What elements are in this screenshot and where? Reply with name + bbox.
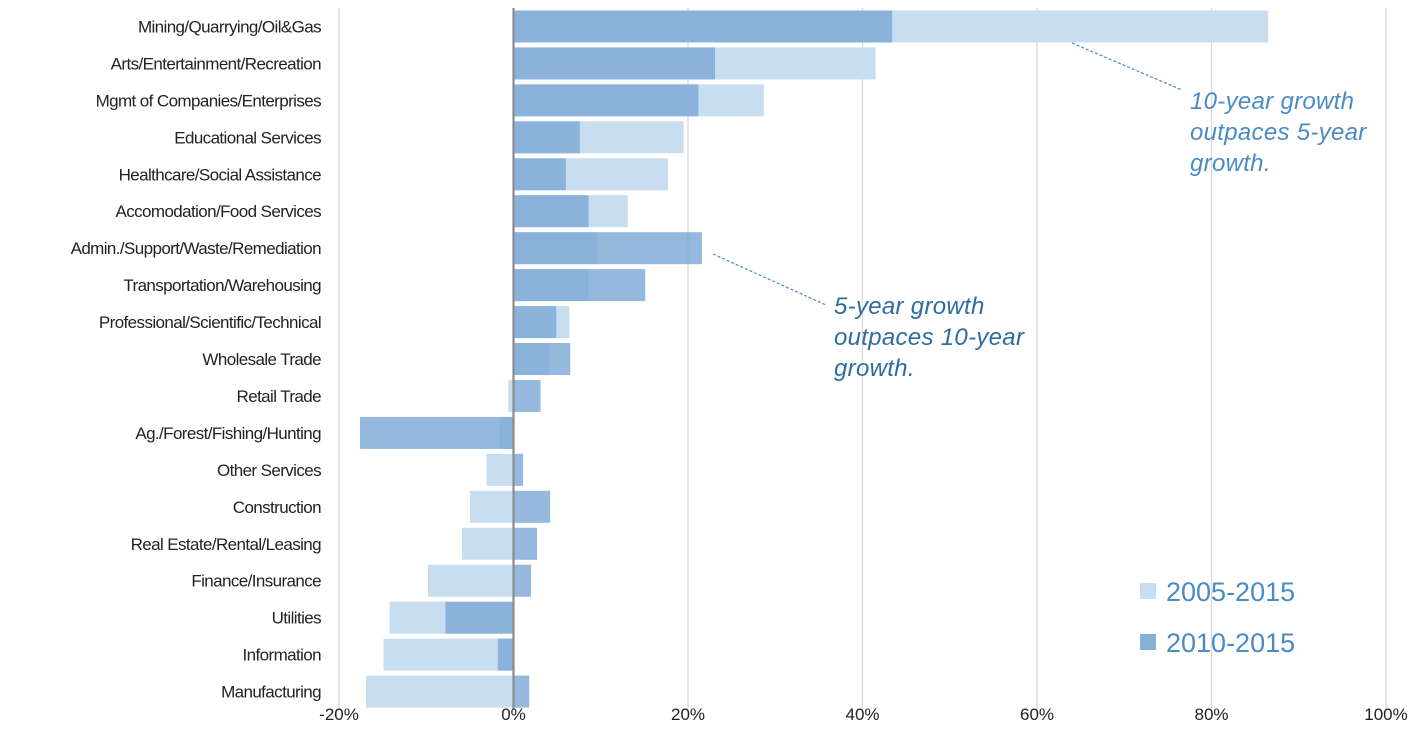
bar-2010-2015: [445, 601, 514, 634]
bar-2005-2015: [469, 490, 514, 523]
category-label: Wholesale Trade: [202, 350, 321, 369]
category-label: Professional/Scientific/Technical: [99, 313, 321, 332]
bar-2005-2015: [427, 564, 514, 597]
x-tick-label: 20%: [671, 705, 705, 724]
bar-2010-2015: [513, 527, 538, 560]
bar-2010-2015: [513, 379, 541, 412]
bar-2010-2015: [513, 121, 580, 154]
legend-label-2010-2015: 2010-2015: [1166, 628, 1295, 658]
legend-swatch-2005-2015: [1140, 583, 1156, 599]
bar-2010-2015: [359, 416, 514, 449]
category-label: Admin./Support/Waste/Remediation: [71, 239, 322, 258]
bar-2005-2015: [383, 638, 514, 671]
x-tick-label: 40%: [845, 705, 879, 724]
category-label: Real Estate/Rental/Leasing: [131, 535, 322, 554]
annotation-line: outpaces 10-year: [834, 324, 1025, 351]
x-tick-label: 0%: [501, 705, 526, 724]
bar-2010-2015: [513, 84, 699, 117]
annotation-leader-lines: [712, 42, 1183, 306]
bar-2010-2015: [513, 453, 524, 486]
category-label: Information: [243, 646, 322, 665]
category-label: Finance/Insurance: [191, 572, 321, 591]
bar-2010-2015: [513, 269, 646, 302]
annotation-line: 10-year growth: [1190, 88, 1355, 115]
bar-2005-2015: [486, 453, 514, 486]
gridlines: [338, 8, 1387, 711]
annotation-10-year-outpaces: 10-year growth outpaces 5-year growth.: [1190, 86, 1367, 179]
bar-2010-2015: [513, 232, 702, 265]
leader-line-5-year: [712, 253, 827, 306]
bar-2010-2015: [513, 47, 716, 80]
bar-2010-2015: [513, 10, 893, 43]
x-tick-label: 80%: [1194, 705, 1228, 724]
category-label: Retail Trade: [237, 387, 322, 406]
category-label: Construction: [233, 498, 321, 517]
bar-2010-2015: [513, 306, 557, 339]
bar-2010-2015: [497, 638, 514, 671]
x-tick-label: 100%: [1364, 705, 1407, 724]
category-label: Mining/Quarrying/Oil&Gas: [138, 17, 321, 36]
bar-2010-2015: [513, 490, 551, 523]
bar-2010-2015: [513, 343, 571, 376]
bar-2005-2015: [508, 379, 514, 412]
bar-marks: [359, 10, 1269, 708]
legend: 2005-2015 2010-2015: [1140, 577, 1295, 658]
annotation-line: growth.: [834, 355, 915, 382]
x-tick-label: 60%: [1020, 705, 1054, 724]
category-labels: Mining/Quarrying/Oil&Gas Arts/Entertainme…: [71, 17, 322, 701]
category-label: Mgmt of Companies/Enterprises: [96, 91, 322, 110]
bar-2010-2015: [513, 675, 530, 708]
legend-swatch-2010-2015: [1140, 634, 1156, 650]
bar-2005-2015: [366, 675, 514, 708]
x-tick-label: -20%: [319, 705, 359, 724]
legend-label-2005-2015: 2005-2015: [1166, 577, 1295, 607]
category-label: Educational Services: [174, 128, 321, 147]
annotation-5-year-outpaces: 5-year growth outpaces 10-year growth.: [834, 291, 1024, 384]
category-label: Arts/Entertainment/Recreation: [111, 54, 321, 73]
category-label: Transportation/Warehousing: [123, 276, 321, 295]
leader-line-10-year: [1071, 42, 1183, 91]
x-axis-tick-labels: -20% 0% 20% 40% 60% 80% 100%: [319, 705, 1408, 724]
bar-2005-2015: [462, 527, 514, 560]
category-label: Ag./Forest/Fishing/Hunting: [135, 424, 321, 443]
category-label: Healthcare/Social Assistance: [119, 165, 322, 184]
bar-2010-2015: [513, 158, 566, 191]
category-label: Manufacturing: [221, 683, 321, 702]
annotation-line: 5-year growth: [834, 293, 985, 320]
annotation-line: outpaces 5-year: [1190, 119, 1367, 146]
bar-2010-2015: [513, 564, 531, 597]
category-label: Other Services: [217, 461, 321, 480]
bar-2010-2015: [513, 195, 589, 228]
annotation-line: growth.: [1190, 150, 1271, 177]
category-label: Accomodation/Food Services: [115, 202, 321, 221]
category-label: Utilities: [272, 609, 321, 628]
